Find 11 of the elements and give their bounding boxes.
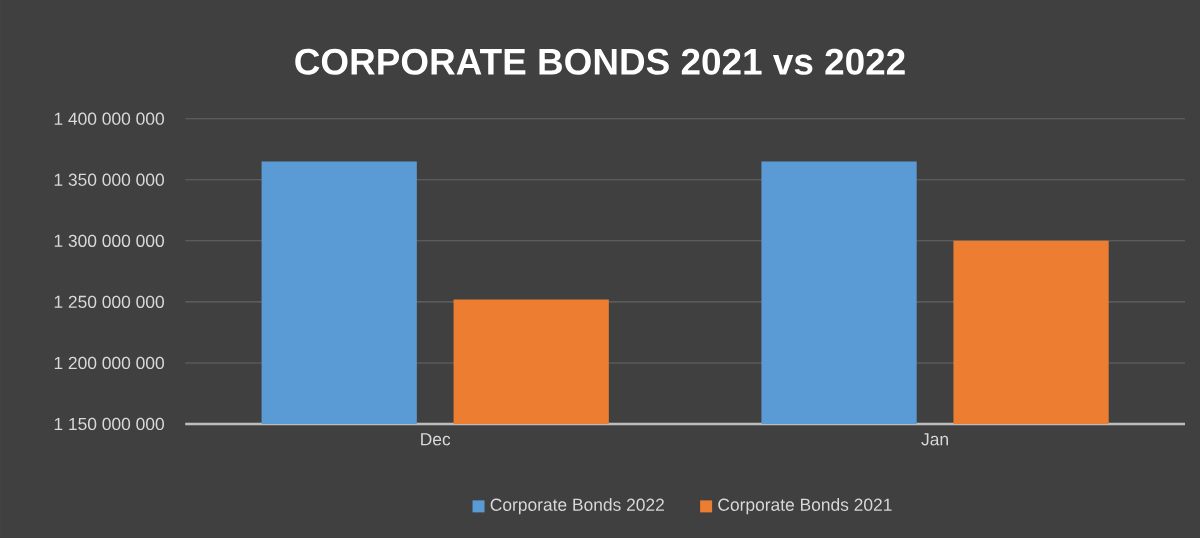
y-tick-label: 1 250 000 000	[54, 295, 164, 309]
y-tick-label: 1 350 000 000	[54, 173, 164, 186]
legend-label: Corporate Bonds 2021	[718, 498, 892, 515]
legend-label: Corporate Bonds 2022	[490, 498, 664, 515]
x-tick-label: Jan	[921, 433, 948, 446]
x-tick-label: Dec	[421, 433, 451, 446]
y-tick-label: 1 150 000 000	[54, 417, 164, 431]
chart-title: CORPORATE BONDS 2021 vs 2022	[295, 48, 905, 75]
y-tick-label: 1 300 000 000	[54, 234, 164, 247]
y-tick-label: 1 400 000 000	[54, 112, 164, 125]
y-tick-label: 1 200 000 000	[54, 356, 164, 370]
